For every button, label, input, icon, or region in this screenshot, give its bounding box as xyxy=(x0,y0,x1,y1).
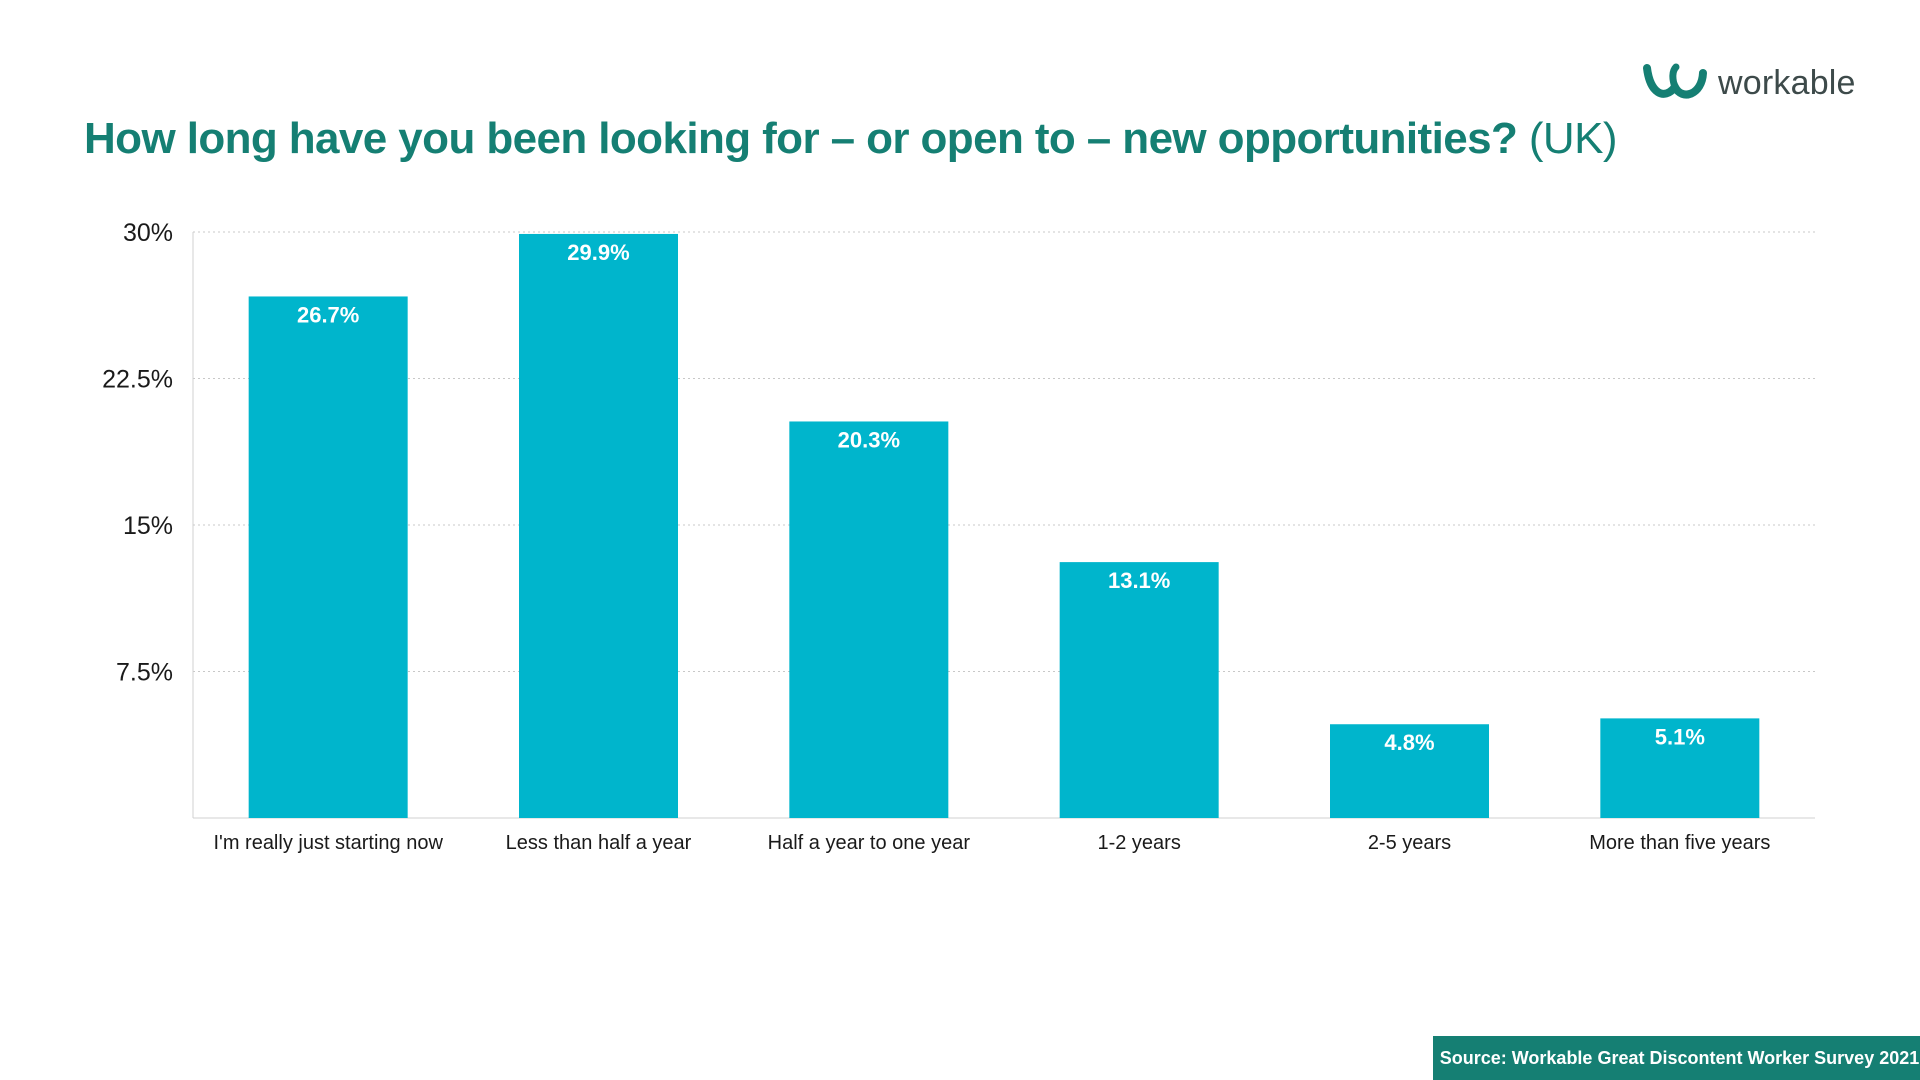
brand-logo: workable xyxy=(1642,58,1857,108)
x-category-label: Less than half a year xyxy=(506,832,692,854)
bar xyxy=(248,296,408,819)
data-label: 26.7% xyxy=(297,302,359,327)
bar xyxy=(1330,724,1489,818)
bar xyxy=(519,233,678,818)
x-category-label: I'm really just starting now xyxy=(213,832,443,854)
data-label: 4.8% xyxy=(1384,730,1434,755)
bar-chart: 7.5% 15% 22.5% 30% 26.7% I'm really just star… xyxy=(102,219,1815,854)
chart-title: How long have you been looking for – or … xyxy=(84,114,1618,164)
data-label: 13.1% xyxy=(1108,568,1170,593)
y-tick-label: 22.5% xyxy=(102,366,173,394)
data-label: 5.1% xyxy=(1655,724,1705,749)
y-tick-label: 7.5% xyxy=(116,659,173,687)
bar xyxy=(1600,718,1760,818)
brand-wordmark: workable xyxy=(1718,63,1856,102)
chart-title-suffix: (UK) xyxy=(1528,114,1618,163)
x-category-label: Half a year to one year xyxy=(768,832,971,854)
source-note: Source: Workable Great Discontent Worker… xyxy=(1433,1036,1920,1080)
bar xyxy=(1059,562,1219,818)
workable-logo-icon xyxy=(1643,63,1707,99)
chart-title-main: How long have you been looking for – or … xyxy=(84,114,1518,163)
x-category-label: 2-5 years xyxy=(1368,832,1451,854)
y-tick-label: 30% xyxy=(123,219,173,247)
x-category-label: More than five years xyxy=(1589,832,1770,854)
bar xyxy=(789,421,949,818)
data-label: 20.3% xyxy=(838,427,900,452)
y-tick-label: 15% xyxy=(123,512,173,540)
data-label: 29.9% xyxy=(567,240,629,265)
x-category-label: 1-2 years xyxy=(1097,832,1180,854)
